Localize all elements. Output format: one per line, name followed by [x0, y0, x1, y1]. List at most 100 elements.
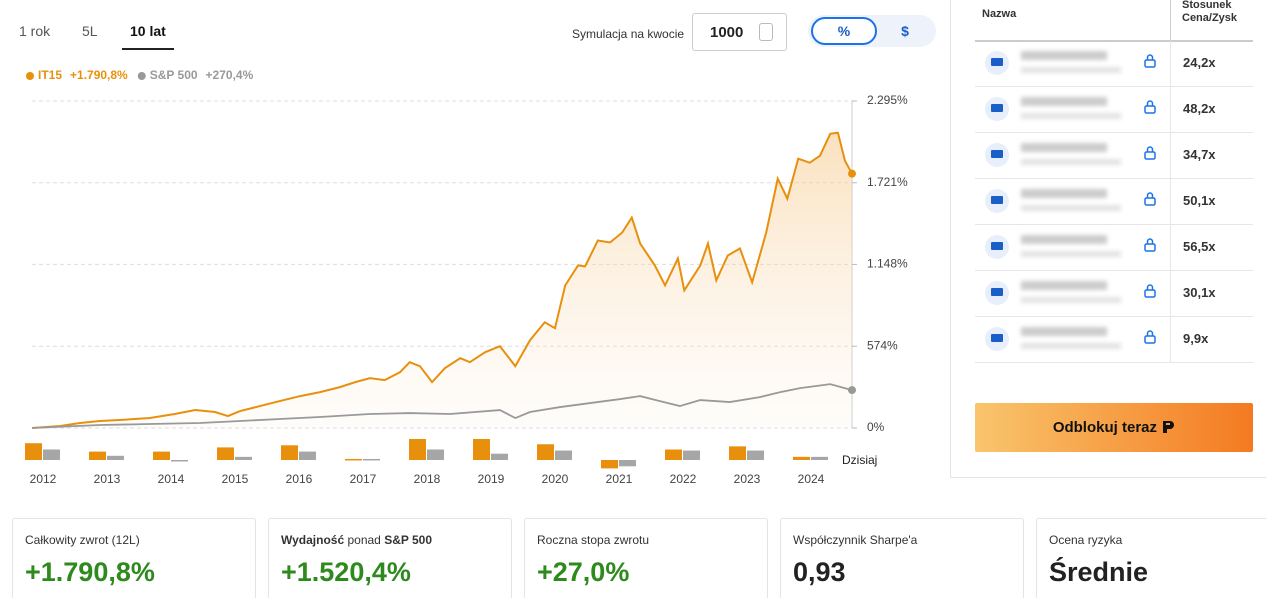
- year-label: 2019: [478, 472, 505, 486]
- y-tick-label: 1.721%: [867, 175, 908, 189]
- header-pe: Stosunek Cena/Zysk: [1182, 0, 1238, 24]
- blurred-sub: [1021, 343, 1121, 349]
- annual-bar: [683, 450, 700, 460]
- lock-icon: [1144, 192, 1156, 206]
- stat-card: Ocena ryzyka Średnie: [1036, 518, 1266, 598]
- row-icon: [985, 143, 1009, 167]
- card-value: +1.520,4%: [281, 557, 411, 587]
- legend-name: IT15: [38, 68, 62, 82]
- blurred-sub: [1021, 297, 1121, 303]
- card-label: Roczna stopa zwrotu: [537, 533, 650, 547]
- blurred-sub: [1021, 113, 1121, 119]
- simulation-label: Symulacja na kwocie: [572, 27, 685, 41]
- row-icon: [985, 189, 1009, 213]
- spinner[interactable]: [759, 23, 773, 41]
- annual-bar: [281, 445, 298, 460]
- annual-bar: [811, 456, 828, 460]
- table-row[interactable]: 56,5x: [975, 225, 1253, 271]
- lock-icon: [1144, 146, 1156, 160]
- row-icon: [985, 97, 1009, 121]
- stat-card: Całkowity zwrot (12L) +1.790,8%: [12, 518, 256, 598]
- year-label: 2018: [414, 472, 441, 486]
- year-label: 2022: [670, 472, 697, 486]
- toggle-percent[interactable]: %: [811, 17, 877, 45]
- annual-bar: [299, 451, 316, 460]
- toggle-dollar[interactable]: $: [901, 23, 909, 39]
- end-dot: [848, 169, 856, 178]
- year-label: 2020: [542, 472, 569, 486]
- annual-bar: [217, 447, 234, 460]
- tab[interactable]: 1 rok: [19, 23, 51, 39]
- table-row[interactable]: 24,2x: [975, 41, 1253, 87]
- legend-dot: [26, 72, 34, 80]
- chart: 2.295% 1.721% 1.148% 574% 0% IT15 +1.790,8% S&P…: [25, 68, 908, 486]
- table-row[interactable]: 9,9x: [975, 317, 1253, 363]
- side-panel: [950, 0, 1266, 478]
- legend-total: +1.790,8%: [70, 68, 128, 82]
- tab-active[interactable]: 10 lat: [122, 23, 174, 50]
- year-label: 2021: [606, 472, 633, 486]
- lock-icon: [1144, 54, 1156, 68]
- card-label-part: ponad: [344, 533, 385, 547]
- year-label: 2014: [158, 472, 185, 486]
- tab[interactable]: 5L: [82, 23, 98, 39]
- blurred-name: [1021, 143, 1107, 152]
- blurred-name: [1021, 235, 1107, 244]
- pe-value: 34,7x: [1183, 147, 1216, 162]
- line: [31, 131, 853, 429]
- lock-icon: [1144, 238, 1156, 252]
- card-value: +27,0%: [537, 557, 630, 587]
- annual-bar: [793, 456, 810, 460]
- annual-bar: [25, 443, 42, 460]
- card-label: Ocena ryzyka: [1049, 533, 1123, 547]
- annual-bar: [345, 458, 362, 461]
- blurred-sub: [1021, 251, 1121, 257]
- legend-dot: [137, 72, 146, 80]
- card-label: Całkowity zwrot (12L): [25, 533, 140, 547]
- annual-bar: [747, 450, 764, 460]
- card-value: Średnie: [1049, 557, 1149, 587]
- unlock-icon: [1163, 421, 1175, 433]
- annual-bar: [601, 460, 618, 469]
- annual-bar: [729, 446, 746, 460]
- table-header: Nazwa Stosunek Cena/Zysk: [975, 0, 1253, 42]
- blurred-sub: [1021, 205, 1121, 211]
- unlock-text: Odblokuj teraz: [1052, 419, 1157, 436]
- row-icon: [985, 51, 1009, 75]
- blurred-name: [1021, 51, 1107, 60]
- pe-value: 9,9x: [1183, 331, 1209, 346]
- header-name: Nazwa: [982, 8, 1017, 20]
- annual-bar: [619, 460, 636, 467]
- year-label: 2023: [734, 472, 761, 486]
- end-dot: [848, 386, 856, 395]
- table-row[interactable]: 34,7x: [975, 133, 1253, 179]
- stat-card: Roczna stopa zwrotu +27,0%: [524, 518, 768, 598]
- annual-bar: [491, 453, 508, 460]
- table-row[interactable]: 50,1x: [975, 179, 1253, 225]
- blurred-name: [1021, 97, 1107, 106]
- pe-value: 50,1x: [1183, 193, 1216, 208]
- stat-card: Wydajność ponad S&P 500 +1.520,4%: [268, 518, 512, 598]
- table-row[interactable]: 48,2x: [975, 87, 1253, 133]
- unlock-button[interactable]: Odblokuj teraz: [975, 403, 1253, 452]
- annual-bar: [473, 439, 490, 460]
- annual-bar: [235, 456, 252, 460]
- amount-input[interactable]: 1000: [692, 13, 787, 51]
- lock-icon: [1144, 284, 1156, 298]
- year-label: 2024: [798, 472, 825, 486]
- y-tick-label: 0%: [867, 420, 885, 434]
- annual-bar: [409, 439, 426, 460]
- pe-value: 48,2x: [1183, 101, 1216, 116]
- annual-bar: [153, 451, 170, 460]
- annual-bar: [107, 455, 124, 460]
- year-label: 2012: [30, 472, 57, 486]
- card-label: Współczynnik Sharpe'a: [793, 533, 918, 547]
- annual-bar: [427, 449, 444, 460]
- pe-value: 30,1x: [1183, 285, 1216, 300]
- annual-bar: [89, 451, 106, 460]
- table-row[interactable]: 30,1x: [975, 271, 1253, 317]
- annual-bar: [537, 444, 554, 460]
- lock-icon: [1144, 330, 1156, 344]
- blurred-name: [1021, 327, 1107, 336]
